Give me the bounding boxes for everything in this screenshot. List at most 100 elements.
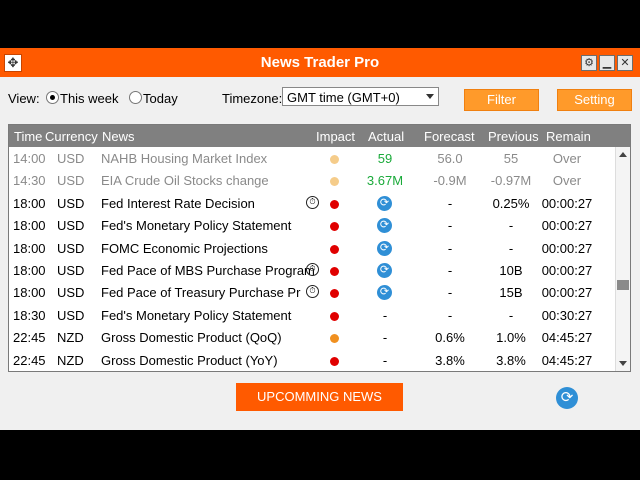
col-impact[interactable]: Impact [316,129,356,144]
cell-news: Fed's Monetary Policy Statement [101,218,292,234]
col-remain[interactable]: Remain [546,129,591,144]
cell-remain: 00:00:27 [541,218,593,234]
impact-high-dot [330,199,339,209]
cell-forecast: 56.0 [437,151,463,166]
cell-currency: USD [57,151,85,166]
cell-currency: USD [57,285,85,301]
refresh-icon[interactable]: ⟳ [377,285,392,301]
cell-time: 14:30 [13,173,46,189]
cell-remain: 00:30:27 [541,307,593,323]
refresh-icon[interactable]: ⟳ [556,387,578,409]
cell-forecast: - [447,240,453,256]
cell-currency: USD [57,263,85,278]
cell-actual: - [382,307,388,323]
refresh-icon[interactable]: ⟳ [377,263,392,278]
table-row[interactable]: 22:45 NZD Gross Domestic Product (YoY) - 3.8… [9,350,615,372]
cell-previous: 1.0% [496,330,526,346]
cell-time: 14:00 [13,151,46,166]
cell-previous: 55 [503,151,519,166]
cell-time: 18:00 [13,285,46,301]
cell-news: Fed's Monetary Policy Statement [101,307,292,323]
today-radio[interactable] [129,91,142,104]
timezone-select[interactable]: GMT time (GMT+0) [282,87,439,106]
cell-news: Gross Domestic Product (QoQ) [101,330,282,346]
cell-forecast: -0.9M [433,173,467,189]
cell-time: 18:00 [13,218,46,234]
move-icon[interactable]: ✥ [4,54,22,72]
cell-time: 18:00 [13,195,46,211]
col-forecast[interactable]: Forecast [424,129,475,144]
table-row[interactable]: 18:00 USD Fed Pace of Treasury Purchase Pr… [9,282,615,304]
cell-previous: - [508,307,514,323]
table-row[interactable]: 14:30 USD EIA Crude Oil Stocks change 3.67M… [9,170,615,192]
upcoming-news-button[interactable]: UPCOMMING NEWS [236,383,403,411]
cell-news: FOMC Economic Projections [101,240,268,256]
today-label[interactable]: Today [143,91,178,106]
cell-remain: 04:45:27 [541,330,593,346]
scroll-thumb[interactable] [617,280,629,290]
refresh-icon[interactable]: ⟳ [377,195,392,211]
close-icon[interactable]: ✕ [617,55,633,71]
cell-news: Gross Domestic Product (YoY) [101,352,278,368]
cell-forecast: 0.6% [435,330,465,346]
impact-low-dot [330,155,339,164]
setting-button[interactable]: Setting [557,89,632,111]
impact-high-dot [330,356,339,366]
col-time[interactable]: Time [14,129,43,144]
col-previous[interactable]: Previous [488,129,539,144]
table-row[interactable]: 18:00 USD Fed Interest Rate Decision ⏱ ⟳ - 0.2… [9,193,615,215]
table-row[interactable]: 18:00 USD Fed's Monetary Policy Statement ⟳… [9,215,615,237]
cell-previous: -0.97M [490,173,532,189]
cell-forecast: - [447,285,453,301]
this-week-label[interactable]: This week [60,91,119,106]
impact-high-dot [330,244,339,254]
impact-medium-dot [330,334,339,344]
toolbar: View: This week Today Timezone: GMT time… [0,77,640,117]
cell-remain: 00:00:27 [541,285,593,301]
cell-news: Fed Interest Rate Decision [101,195,255,211]
cell-actual: 59 [377,151,393,166]
impact-high-dot [330,289,339,299]
table-row[interactable]: 18:30 USD Fed's Monetary Policy Statement -… [9,305,615,327]
cell-actual: 3.67M [366,173,404,189]
impact-high-dot [330,267,339,276]
gear-icon[interactable]: ⚙ [581,55,597,71]
table-row[interactable]: 22:45 NZD Gross Domestic Product (QoQ) - 0.6… [9,327,615,349]
view-label: View: [8,91,40,106]
timer-icon[interactable]: ⏱ [306,285,319,299]
table-row[interactable]: 18:00 USD FOMC Economic Projections ⟳ - - 00:0… [9,238,615,260]
chevron-down-icon[interactable] [426,94,434,99]
refresh-icon[interactable]: ⟳ [377,218,392,234]
refresh-icon[interactable]: ⟳ [377,240,392,256]
col-news[interactable]: News [102,129,135,144]
impact-high-dot [330,222,339,232]
cell-time: 18:30 [13,307,46,323]
cell-forecast: 3.8% [435,352,465,368]
table-row[interactable]: 14:00 USD NAHB Housing Market Index 59 56.0 5… [9,148,615,170]
cell-news: Fed Pace of MBS Purchase Program [101,263,315,278]
cell-previous: 0.25% [492,195,530,211]
col-actual[interactable]: Actual [368,129,405,144]
cell-news: NAHB Housing Market Index [101,151,268,166]
timer-icon[interactable]: ⏱ [306,195,319,209]
cell-remain: Over [552,173,582,189]
table-row[interactable]: 18:00 USD Fed Pace of MBS Purchase Program… [9,260,615,282]
scroll-down-icon[interactable] [619,361,627,366]
cell-remain: 04:45:27 [541,352,593,368]
cell-currency: NZD [57,330,84,346]
minimize-icon[interactable]: ▁ [599,55,615,71]
cell-forecast: - [447,195,453,211]
scroll-up-icon[interactable] [619,152,627,157]
filter-button[interactable]: Filter [464,89,539,111]
cell-forecast: - [447,218,453,234]
this-week-radio[interactable] [46,91,59,104]
impact-low-dot [330,177,339,187]
timer-icon[interactable]: ⏱ [306,263,319,276]
cell-actual: - [382,330,388,346]
title-bar[interactable]: ✥ News Trader Pro ⚙ ▁ ✕ [0,48,640,77]
col-currency[interactable]: Currency [45,129,98,144]
table-header: Time Currency News Impact Actual Forecas… [9,125,630,147]
cell-remain: 00:00:27 [541,195,593,211]
news-table: Time Currency News Impact Actual Forecas… [8,124,631,372]
vertical-scrollbar[interactable] [615,147,630,371]
